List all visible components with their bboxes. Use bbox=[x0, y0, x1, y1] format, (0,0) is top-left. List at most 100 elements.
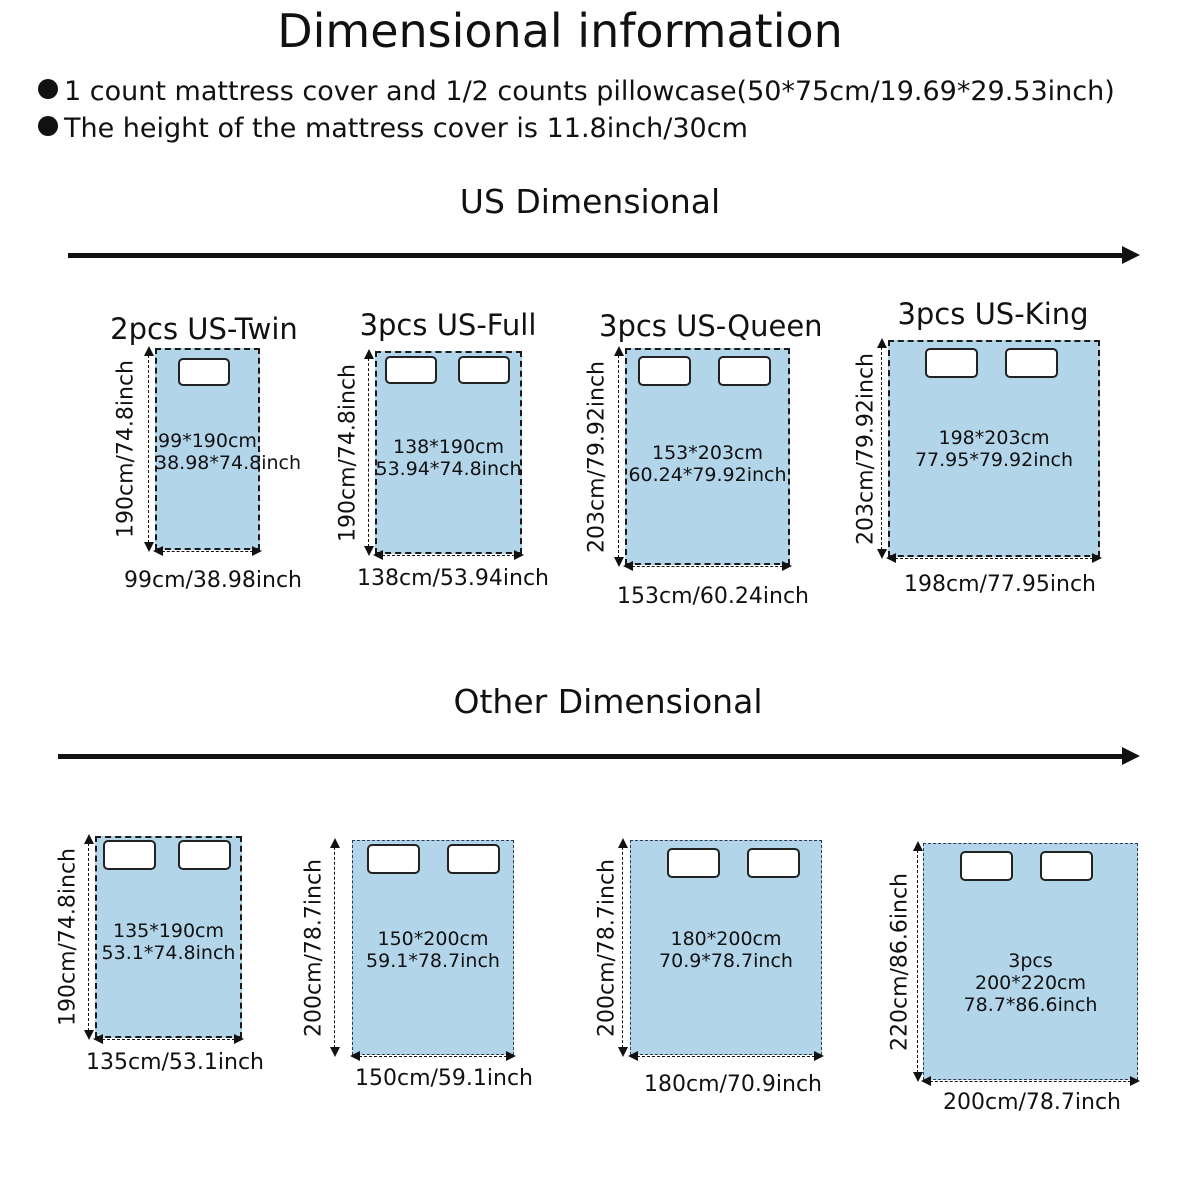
arrowhead-left-icon bbox=[350, 1051, 360, 1061]
arrow-right-icon bbox=[68, 246, 1140, 264]
height-dimension-line bbox=[618, 350, 619, 563]
pillow-icon bbox=[458, 356, 510, 384]
arrowhead-left-icon bbox=[628, 1051, 638, 1061]
arrowhead-left-icon bbox=[373, 550, 383, 560]
arrowhead-down-icon bbox=[144, 542, 154, 552]
arrowhead-up-icon bbox=[618, 838, 628, 848]
size-label-line: 59.1*78.7inch bbox=[366, 950, 500, 972]
other-bed-2-width-label: 150cm/59.1inch bbox=[354, 1066, 533, 1091]
arrowhead-up-icon bbox=[614, 346, 624, 356]
arrowhead-up-icon bbox=[877, 338, 887, 348]
width-dimension-line bbox=[632, 1056, 820, 1057]
other-bed-2-bed bbox=[352, 840, 514, 1055]
us-bed-2-size-label: 138*190cm 53.94*74.8inch bbox=[375, 436, 522, 480]
page-title: Dimensional information bbox=[277, 4, 843, 58]
arrowhead-down-icon bbox=[877, 549, 887, 559]
arrowhead-down-icon bbox=[84, 1030, 94, 1040]
arrowhead-right-icon bbox=[234, 1034, 244, 1044]
us-bed-4-width-label: 198cm/77.95inch bbox=[903, 572, 1096, 597]
pillow-icon bbox=[103, 840, 156, 870]
arrowhead-right-icon bbox=[1130, 1076, 1140, 1086]
pillow-icon bbox=[385, 356, 437, 384]
arrow-right-icon bbox=[58, 747, 1140, 765]
us-bed-4-name: 3pcs US-King bbox=[897, 297, 1089, 331]
arrowhead-up-icon bbox=[330, 838, 340, 848]
us-bed-4-height-label: 203cm/79.92inch bbox=[853, 352, 879, 545]
us-section-title: US Dimensional bbox=[459, 182, 721, 221]
height-dimension-line bbox=[148, 350, 149, 548]
arrowhead-right-icon bbox=[1092, 553, 1102, 563]
size-label-line: 200*220cm bbox=[975, 972, 1086, 994]
height-dimension-line bbox=[88, 838, 89, 1036]
size-label-line: 77.95*79.92inch bbox=[914, 449, 1074, 471]
pillow-icon bbox=[960, 851, 1013, 881]
us-bed-1-width-label: 99cm/38.98inch bbox=[123, 568, 302, 593]
us-bed-1-size-label: 99*190cm 38.98*74.8inch bbox=[155, 430, 302, 474]
arrowhead-up-icon bbox=[913, 841, 923, 851]
other-bed-2-size-label: 150*200cm 59.1*78.7inch bbox=[352, 928, 514, 972]
arrowhead-down-icon bbox=[618, 1047, 628, 1057]
size-label-line: 38.98*74.8inch bbox=[155, 452, 302, 474]
arrowhead-left-icon bbox=[153, 546, 163, 556]
us-bed-1-height-label: 190cm/74.8inch bbox=[113, 359, 139, 539]
bullet-dot-icon bbox=[38, 79, 58, 99]
pillow-icon bbox=[367, 844, 420, 874]
note-pieces-text: 1 count mattress cover and 1/2 counts pi… bbox=[64, 76, 1115, 107]
height-dimension-line bbox=[334, 842, 335, 1053]
width-dimension-line bbox=[97, 1039, 240, 1040]
width-dimension-line bbox=[925, 1081, 1136, 1082]
arrowhead-down-icon bbox=[614, 557, 624, 567]
note-height: The height of the mattress cover is 11.8… bbox=[38, 113, 748, 144]
other-bed-1-width-label: 135cm/53.1inch bbox=[85, 1050, 264, 1075]
size-label-line: 180*200cm bbox=[670, 928, 782, 950]
pillow-icon bbox=[178, 840, 231, 870]
arrowhead-right-icon bbox=[252, 546, 262, 556]
arrowhead-left-icon bbox=[93, 1034, 103, 1044]
note-height-text: The height of the mattress cover is 11.8… bbox=[64, 113, 748, 144]
arrowhead-down-icon bbox=[364, 546, 374, 556]
arrowhead-right-icon bbox=[506, 1051, 516, 1061]
width-dimension-line bbox=[157, 551, 258, 552]
bullet-dot-icon bbox=[38, 116, 58, 136]
size-label-line: 99*190cm bbox=[158, 430, 257, 452]
other-bed-4-width-label: 200cm/78.7inch bbox=[942, 1090, 1121, 1115]
pillow-icon bbox=[447, 844, 500, 874]
us-bed-2-height-label: 190cm/74.8inch bbox=[335, 363, 361, 542]
size-label-line: 138*190cm bbox=[393, 436, 504, 458]
arrowhead-up-icon bbox=[364, 349, 374, 359]
arrowhead-left-icon bbox=[623, 561, 633, 571]
other-bed-4-bed bbox=[923, 843, 1138, 1080]
us-bed-1-name: 2pcs US-Twin bbox=[110, 312, 298, 346]
size-label-line: 53.94*74.8inch bbox=[375, 458, 522, 480]
us-bed-2-width-label: 138cm/53.94inch bbox=[356, 566, 549, 591]
size-label-line: 153*203cm bbox=[652, 442, 763, 464]
pillow-icon bbox=[638, 356, 691, 386]
pillow-icon bbox=[747, 848, 800, 878]
pillow-icon bbox=[925, 348, 978, 378]
arrowhead-up-icon bbox=[144, 346, 154, 356]
us-bed-2-name: 3pcs US-Full bbox=[359, 308, 537, 342]
size-label-line: 53.1*74.8inch bbox=[101, 942, 236, 964]
us-bed-2-bed bbox=[375, 351, 522, 554]
other-bed-3-height-label: 200cm/78.7inch bbox=[594, 858, 620, 1037]
height-dimension-line bbox=[622, 842, 623, 1053]
width-dimension-line bbox=[890, 558, 1098, 559]
pillow-icon bbox=[667, 848, 720, 878]
pillow-icon bbox=[178, 358, 230, 386]
size-label-line: 150*200cm bbox=[377, 928, 489, 950]
other-section-title: Other Dimensional bbox=[453, 682, 763, 721]
us-bed-3-width-label: 153cm/60.24inch bbox=[616, 584, 809, 609]
us-bed-3-size-label: 153*203cm 60.24*79.92inch bbox=[625, 442, 790, 486]
other-bed-2-height-label: 200cm/78.7inch bbox=[301, 858, 327, 1037]
pillow-icon bbox=[1040, 851, 1093, 881]
us-bed-3-name: 3pcs US-Queen bbox=[599, 309, 823, 343]
other-bed-4-size-label: 3pcs 200*220cm 78.7*86.6inch bbox=[923, 950, 1138, 1016]
other-bed-4-height-label: 220cm/86.6inch bbox=[887, 872, 913, 1051]
size-label-line: 78.7*86.6inch bbox=[963, 994, 1098, 1016]
width-dimension-line bbox=[354, 1056, 512, 1057]
height-dimension-line bbox=[368, 353, 369, 552]
pillow-icon bbox=[1005, 348, 1058, 378]
us-bed-3-height-label: 203cm/79.92inch bbox=[584, 360, 610, 553]
arrowhead-up-icon bbox=[84, 834, 94, 844]
